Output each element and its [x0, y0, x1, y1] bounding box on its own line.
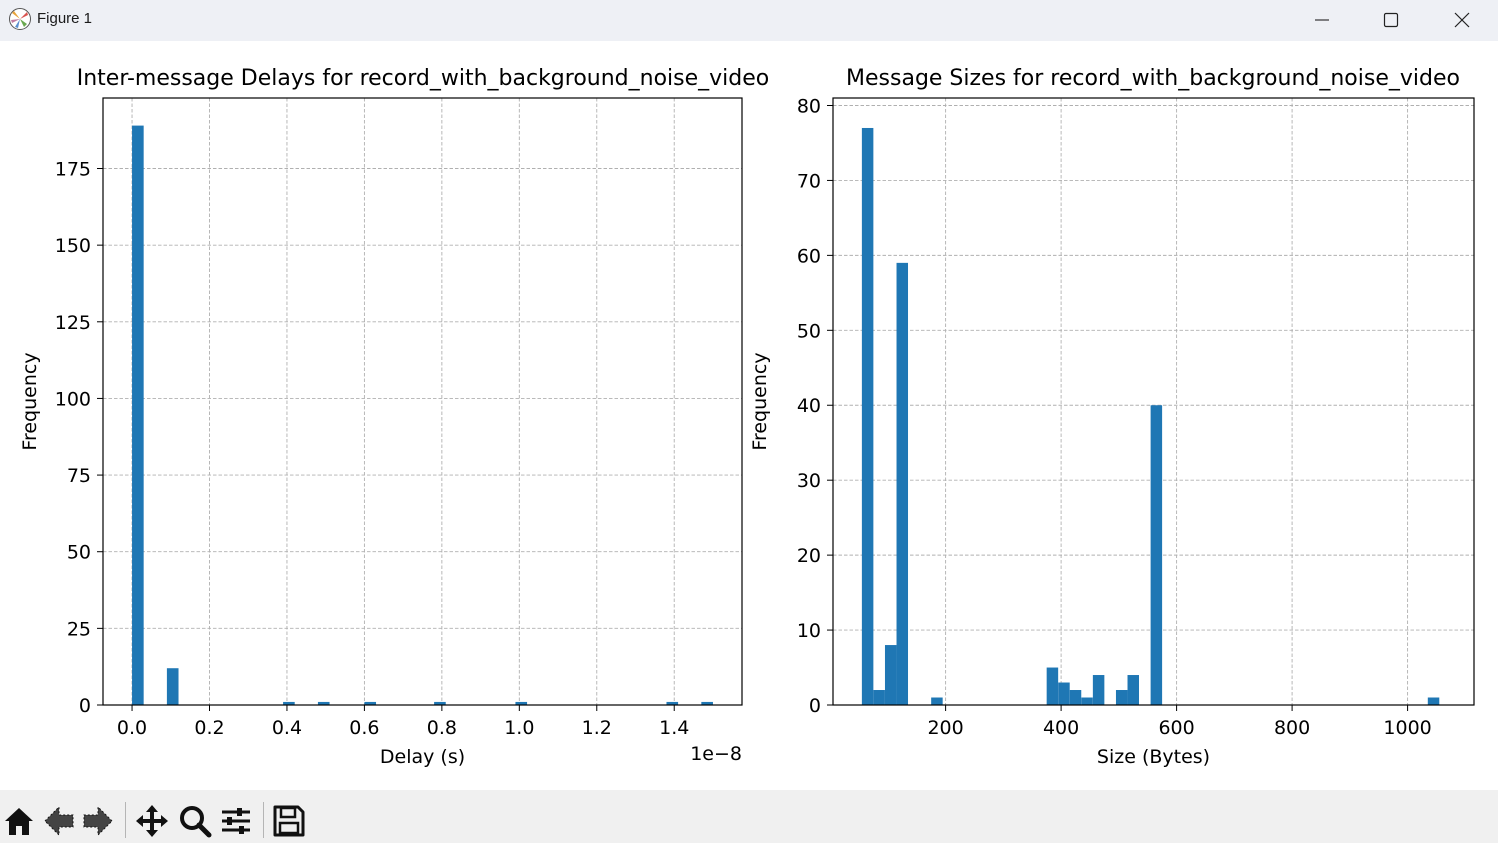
delay-histogram-bar [166, 668, 179, 705]
size-y-tick-label: 10 [797, 620, 821, 642]
figure-canvas[interactable]: 0.0 0.2 0.4 0.6 0.8 1.0 1.2 1.4 0 25 50 75 100 125 150… [0, 41, 1498, 790]
delay-x-axis-label: Delay (s) [380, 746, 465, 768]
delay-x-tick-label: 1.2 [582, 717, 612, 739]
size-histogram: 200 400 600 800 1000 0 10 20 30 40 50 60 70 80 Messag… [749, 66, 1475, 768]
size-histogram-bar [931, 697, 943, 705]
size-histogram-bar [1127, 675, 1140, 705]
figure-svg[interactable]: 0.0 0.2 0.4 0.6 0.8 1.0 1.2 1.40255075100125150… [0, 41, 1498, 790]
size-histogram-bar [1115, 690, 1128, 705]
delay-y-tick-label: 175 [55, 159, 91, 181]
maximize-button[interactable] [1357, 0, 1425, 41]
delay-chart-title: Inter-message Delays for record_with_bac… [77, 66, 770, 91]
size-axes-frame [832, 97, 1475, 706]
size-histogram-bar [873, 690, 885, 705]
delay-histogram-bar [317, 701, 330, 705]
size-chart-title: Message Sizes for record_with_background… [846, 66, 1460, 91]
size-histogram-bar [861, 127, 874, 705]
save-icon [273, 805, 305, 837]
size-histogram-bar [1046, 667, 1059, 705]
matplotlib-app-icon [9, 8, 31, 30]
toolbar-separator [125, 802, 126, 838]
delay-y-tick-label: 100 [55, 388, 91, 410]
size-histogram-bar [1081, 697, 1093, 705]
toolbar-separator [263, 802, 264, 838]
size-y-tick-label: 40 [797, 395, 821, 417]
size-x-tick-label: 600 [1158, 717, 1194, 739]
size-y-tick-label: 20 [797, 545, 821, 567]
delay-y-tick-label: 50 [67, 542, 91, 564]
delay-x-tick-label: 0.2 [194, 717, 224, 739]
delay-y-tick-label: 125 [55, 312, 91, 334]
delay-x-offset-label: 1e−8 [690, 743, 742, 765]
size-histogram-bar [1058, 682, 1070, 705]
size-y-tick-label: 30 [797, 470, 821, 492]
home-icon [5, 808, 33, 835]
size-y-tick-label: 80 [797, 95, 821, 117]
size-y-axis-label: Frequency [749, 352, 771, 450]
delay-y-axis-label: Frequency [19, 352, 41, 450]
size-x-tick-label: 800 [1274, 717, 1310, 739]
delay-x-tick-label: 1.4 [659, 717, 689, 739]
size-histogram-bar [1092, 675, 1105, 705]
minimize-icon [1315, 19, 1329, 21]
size-y-tick-label: 0 [809, 695, 821, 717]
close-icon [1454, 12, 1470, 28]
size-x-tick-label: 1000 [1383, 717, 1431, 739]
size-histogram-bar [1427, 697, 1440, 705]
delay-y-tick-label: 25 [67, 618, 91, 640]
size-x-tick-label: 200 [927, 717, 963, 739]
delay-histogram-bar [132, 125, 144, 705]
delay-x-tick-label: 0.0 [117, 717, 147, 739]
size-histogram-bar [896, 262, 909, 705]
delay-x-tick-label: 0.8 [427, 717, 457, 739]
minimize-button[interactable] [1288, 0, 1356, 41]
delay-histogram-bar [283, 701, 295, 705]
delay-axes-frame [102, 97, 743, 706]
size-y-tick-label: 60 [797, 245, 821, 267]
configure-subplots-button[interactable] [217, 802, 255, 840]
delay-histogram-bar [515, 701, 528, 705]
delay-histogram: 0.0 0.2 0.4 0.6 0.8 1.0 1.2 1.4 0 25 50 75 100 125 150… [19, 66, 769, 768]
size-x-tick-label: 400 [1043, 717, 1079, 739]
forward-arrow-icon [83, 805, 113, 837]
back-arrow-icon [44, 805, 74, 837]
zoom-icon [180, 806, 212, 838]
delay-x-tick-label: 0.4 [272, 717, 302, 739]
pan-button[interactable] [133, 802, 171, 840]
size-histogram-bar [1069, 690, 1082, 705]
delay-y-tick-label: 0 [79, 695, 91, 717]
delay-y-tick-label: 75 [67, 465, 91, 487]
window-title: Figure 1 [37, 10, 93, 27]
delay-x-tick-label: 1.0 [504, 717, 534, 739]
home-button[interactable] [0, 802, 38, 840]
delay-histogram-bar [701, 701, 713, 705]
size-histogram-bar [1150, 405, 1163, 705]
size-x-axis-label: Size (Bytes) [1097, 746, 1210, 768]
close-button[interactable] [1428, 0, 1496, 41]
navigation-toolbar [0, 790, 1498, 843]
delay-y-tick-label: 150 [55, 235, 91, 257]
delay-histogram-bar [434, 701, 446, 705]
maximize-icon [1383, 12, 1399, 28]
forward-button[interactable] [79, 802, 117, 840]
size-y-tick-label: 50 [797, 320, 821, 342]
delay-histogram-bar [666, 701, 679, 705]
delay-x-tick-label: 0.6 [349, 717, 379, 739]
zoom-button[interactable] [176, 802, 214, 840]
back-button[interactable] [40, 802, 78, 840]
size-histogram-bar [884, 645, 897, 705]
configure-subplots-icon [222, 808, 250, 834]
pan-icon [136, 805, 168, 837]
save-button[interactable] [270, 802, 308, 840]
delay-histogram-bar [364, 701, 377, 705]
window-titlebar: Figure 1 [0, 0, 1498, 41]
size-y-tick-label: 70 [797, 170, 821, 192]
